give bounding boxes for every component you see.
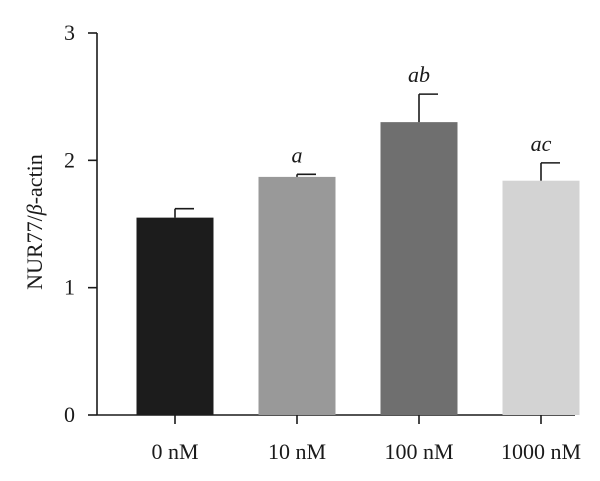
x-tick-label: 1000 nM (501, 439, 581, 464)
bar-3 (502, 180, 580, 415)
significance-label-1: a (292, 142, 303, 167)
x-axis: 0 nM 10 nM 100 nM 1000 nM (97, 414, 581, 464)
y-axis: 0 1 2 3 (64, 20, 98, 427)
bar-1 (258, 176, 336, 415)
y-tick-label: 3 (64, 20, 75, 45)
y-tick-label: 1 (64, 275, 75, 300)
x-tick-label: 100 nM (384, 439, 453, 464)
bar-0 (136, 217, 214, 415)
x-tick-label: 10 nM (268, 439, 326, 464)
y-tick-label: 2 (64, 147, 75, 172)
y-axis-title: NUR77/β-actin (22, 154, 47, 290)
y-axis-title-italic: β (22, 204, 47, 216)
x-tick-label: 0 nM (151, 439, 198, 464)
y-tick-label: 0 (64, 402, 75, 427)
y-axis-title-suffix: -actin (22, 154, 47, 204)
significance-label-3: ac (531, 131, 552, 156)
significance-label-2: ab (408, 62, 430, 87)
bars: a ab ac (136, 62, 580, 415)
bar-2 (380, 122, 458, 415)
y-axis-title-prefix: NUR77/ (22, 214, 47, 289)
